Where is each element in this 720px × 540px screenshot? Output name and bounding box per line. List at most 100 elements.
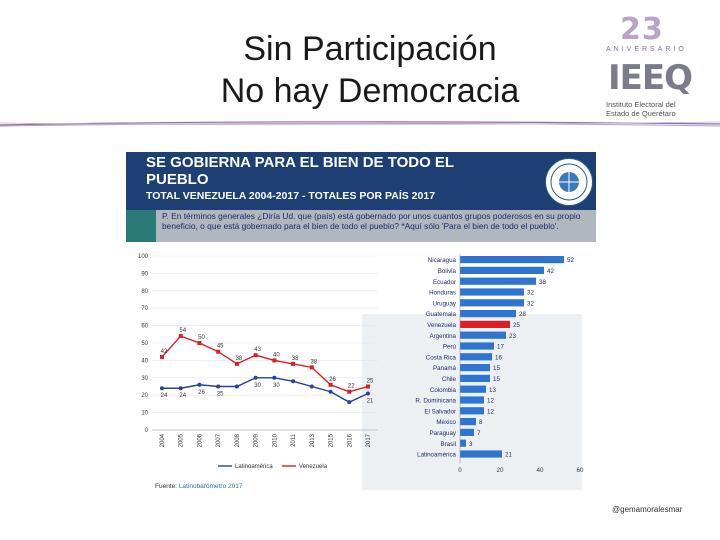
- bar-value-label: 52: [567, 257, 574, 264]
- x-tick-label: 40: [537, 467, 544, 474]
- legend-label: Venezuela: [299, 464, 328, 470]
- title-divider: [0, 121, 720, 127]
- question-tab: [126, 210, 156, 242]
- bar-value-label: 12: [487, 408, 494, 415]
- source-note: Fuente: Latinobarómetro 2017: [155, 483, 242, 490]
- data-label: 38: [310, 359, 317, 365]
- x-tick-label: 2013: [310, 433, 316, 447]
- bar-value-label: 23: [509, 333, 516, 340]
- x-tick-label: 0: [458, 467, 462, 474]
- bar: [460, 450, 502, 458]
- x-tick-label: 2009: [254, 433, 260, 447]
- bar: [460, 407, 484, 415]
- bar-value-label: 12: [487, 398, 494, 405]
- bar: [460, 331, 506, 339]
- bar: [460, 310, 516, 318]
- data-label: 30: [273, 383, 280, 389]
- header-line-1: SE GOBIERNA PARA EL BIEN DE TODO EL: [146, 154, 455, 171]
- data-label: 42: [161, 349, 168, 355]
- y-tick-label: 100: [138, 254, 149, 260]
- bar: [460, 418, 476, 426]
- data-point: [272, 375, 277, 380]
- bar-category-label: Honduras: [429, 290, 456, 297]
- bar-value-label: 7: [477, 430, 481, 437]
- data-label: 26: [198, 390, 205, 396]
- latinobarometro-seal-icon: [545, 158, 593, 206]
- data-point: [328, 389, 333, 394]
- bar: [460, 353, 492, 361]
- y-tick-label: 0: [145, 428, 149, 434]
- survey-question: P. En términos generales ¿Diría Ud. que …: [162, 211, 581, 231]
- bar-value-label: 42: [547, 268, 554, 275]
- data-point: [347, 389, 352, 394]
- x-tick-label: 2010: [272, 433, 278, 447]
- title-line-2: No hay Democracia: [220, 72, 520, 110]
- line-chart: 0 10 20 30 40 50 60 70 80 90 100 2004 2005 2006 2007 20…: [138, 254, 378, 470]
- bar-value-label: 8: [479, 419, 483, 426]
- bar: [460, 374, 490, 382]
- bar-value-label: 21: [505, 452, 512, 459]
- bar-category-label: El Salvador: [424, 408, 456, 415]
- bar-value-label: 38: [539, 279, 546, 286]
- data-label: 43: [254, 347, 261, 353]
- data-label: 30: [254, 383, 261, 389]
- bar-category-label: Venezuela: [427, 322, 456, 329]
- data-point: [366, 391, 370, 396]
- data-point: [234, 361, 239, 366]
- y-tick-label: 80: [141, 289, 148, 295]
- bar: [460, 266, 544, 274]
- x-tick-label: 2004: [160, 433, 166, 447]
- data-label: 26: [329, 377, 336, 383]
- bar-category-label: Costa Rica: [426, 354, 457, 361]
- bar: [460, 364, 490, 372]
- data-point: [328, 382, 333, 387]
- bar-value-label: 13: [489, 387, 496, 394]
- data-label: 45: [217, 344, 224, 350]
- bar-value-label: 15: [493, 365, 500, 372]
- data-point: [253, 375, 258, 380]
- author-handle: @gemamoralesmar: [612, 505, 683, 514]
- bar-value-label: 17: [497, 344, 504, 351]
- data-point: [366, 384, 370, 389]
- data-point: [291, 361, 296, 366]
- data-label: 21: [367, 398, 374, 404]
- title-line-1: Sin Participación: [243, 30, 497, 68]
- data-label: 25: [367, 379, 374, 385]
- x-tick-label: 2017: [366, 433, 372, 447]
- bar-value-label: 28: [519, 311, 526, 318]
- bar-category-label: Panamá: [433, 365, 457, 372]
- bar: [460, 385, 486, 393]
- logo-subtitle-2: Estado de Querétaro: [606, 109, 676, 118]
- bar: [460, 342, 494, 350]
- bar-value-label: 32: [527, 300, 534, 307]
- y-tick-label: 50: [141, 341, 148, 347]
- anniversary-label: ANIVERSARIO: [606, 46, 687, 53]
- data-label: 38: [292, 356, 299, 362]
- series-line: [161, 335, 369, 393]
- x-tick-label: 2006: [197, 433, 203, 447]
- data-label: 25: [217, 392, 224, 398]
- data-label: 24: [179, 393, 186, 399]
- data-label: 50: [198, 335, 205, 341]
- bar-category-label: México: [436, 419, 456, 426]
- data-point: [309, 365, 314, 370]
- bar: [460, 439, 466, 447]
- bar-category-label: Paraguay: [430, 430, 457, 437]
- data-point: [197, 382, 202, 387]
- header-line-2: PUEBLO: [146, 171, 209, 188]
- header-subtitle: TOTAL VENEZUELA 2004-2017 - TOTALES POR …: [146, 190, 436, 202]
- data-point: [253, 353, 258, 358]
- x-tick-label: 20: [497, 467, 504, 474]
- chart-panel: 0 10 20 30 40 50 60 70 80 90 100 2004 2005 2006 2007 20…: [126, 242, 596, 495]
- bar: [460, 277, 536, 285]
- bar-category-label: Perú: [443, 344, 457, 351]
- bar: [460, 288, 524, 296]
- y-tick-label: 90: [141, 271, 148, 277]
- data-point: [234, 384, 239, 389]
- data-point: [216, 384, 221, 389]
- bar-category-label: Guatemala: [426, 311, 457, 318]
- source-label: Fuente:: [155, 483, 178, 490]
- chart-header: SE GOBIERNA PARA EL BIEN DE TODO EL PUEB…: [126, 152, 596, 210]
